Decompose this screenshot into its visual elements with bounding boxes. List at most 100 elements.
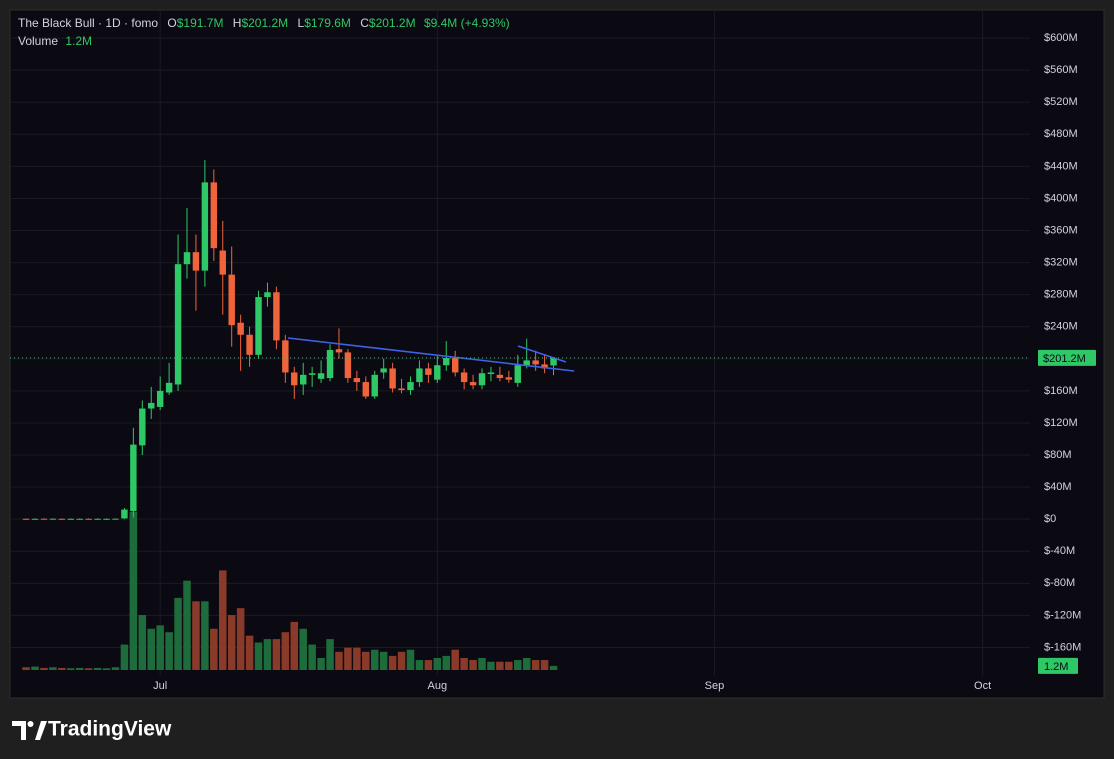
candle-body bbox=[139, 408, 146, 446]
legend-value: $191.7M bbox=[177, 16, 224, 30]
candle-body bbox=[156, 390, 164, 407]
volume-bar bbox=[335, 651, 343, 670]
brand: TradingView bbox=[48, 718, 172, 741]
y-tick-label: $520M bbox=[1044, 96, 1078, 108]
volume-bar bbox=[531, 660, 540, 670]
candle-body bbox=[85, 518, 92, 520]
candle-body bbox=[389, 368, 396, 389]
candle-body bbox=[451, 358, 459, 373]
y-tick-label: $120M bbox=[1044, 417, 1078, 429]
volume-bar bbox=[245, 635, 254, 670]
legend-value: $201.2M bbox=[369, 16, 416, 30]
volume-bar bbox=[487, 661, 495, 670]
candle-body bbox=[550, 357, 557, 366]
volume-bar bbox=[201, 601, 209, 670]
volume-legend: Volume 1.2M bbox=[18, 34, 92, 48]
volume-bar bbox=[469, 660, 477, 670]
volume-bar bbox=[236, 608, 245, 670]
volume-bar bbox=[174, 597, 182, 670]
candle-body bbox=[308, 373, 316, 375]
volume-bar bbox=[460, 657, 468, 670]
y-tick-label: $40M bbox=[1044, 481, 1072, 493]
candle-body bbox=[219, 250, 226, 275]
legend-key: C bbox=[360, 16, 369, 30]
volume-bar bbox=[415, 660, 424, 670]
volume-value: 1.2M bbox=[65, 34, 92, 48]
candle-body bbox=[478, 373, 486, 386]
candle-body bbox=[353, 378, 361, 383]
candle-body bbox=[469, 382, 477, 386]
y-tick-label: $480M bbox=[1044, 128, 1078, 140]
volume-bar bbox=[272, 639, 281, 670]
candle-body bbox=[246, 334, 253, 355]
logo: TradingView bbox=[12, 718, 172, 741]
volume-pane bbox=[22, 512, 558, 670]
volume-bar bbox=[540, 660, 549, 670]
y-tick-label: $560M bbox=[1044, 64, 1078, 76]
candle-body bbox=[532, 360, 539, 365]
candle-body bbox=[228, 274, 235, 326]
volume-bar bbox=[433, 657, 442, 670]
candle-body bbox=[264, 292, 271, 298]
candle-body bbox=[165, 382, 173, 393]
volume-bar bbox=[227, 615, 236, 670]
volume-bar bbox=[308, 644, 316, 670]
candle-body bbox=[291, 372, 298, 386]
candle-body bbox=[148, 402, 155, 409]
volume-bar bbox=[496, 661, 504, 670]
legend-key: O bbox=[167, 16, 176, 30]
y-tick-label: $240M bbox=[1044, 321, 1078, 333]
candle-body bbox=[443, 358, 450, 366]
volume-bar bbox=[120, 644, 129, 670]
candle-body bbox=[416, 368, 423, 383]
candle-body bbox=[40, 518, 48, 520]
volume-bar bbox=[397, 651, 406, 670]
volume-bar bbox=[138, 615, 147, 670]
volume-bar bbox=[299, 628, 307, 670]
y-tick-label: $600M bbox=[1044, 32, 1078, 44]
last-price-label: $201.2M bbox=[1043, 353, 1086, 365]
trend-line bbox=[517, 345, 567, 363]
candle-body bbox=[237, 322, 244, 335]
candle-body bbox=[121, 509, 128, 519]
candle-body bbox=[326, 349, 334, 379]
legend: The Black Bull · 1D · fomo O$191.7M H$20… bbox=[18, 16, 510, 30]
y-tick-label: $-160M bbox=[1044, 641, 1081, 653]
candle-body bbox=[362, 382, 370, 397]
candle-body bbox=[112, 518, 119, 520]
candle-body bbox=[282, 340, 289, 373]
volume-bar bbox=[156, 625, 164, 670]
volume-badge bbox=[1038, 657, 1078, 674]
volume-bar bbox=[406, 649, 415, 670]
volume-bar bbox=[210, 628, 218, 670]
candle-body bbox=[273, 292, 280, 341]
candle-body bbox=[58, 518, 66, 520]
volume-bar bbox=[165, 632, 173, 670]
legend-value: $179.6M bbox=[304, 16, 351, 30]
volume-bar bbox=[183, 580, 191, 670]
x-tick-label: Jul bbox=[153, 680, 167, 692]
volume-bar bbox=[353, 647, 361, 670]
x-tick-label: Oct bbox=[974, 680, 991, 692]
candle-body bbox=[425, 368, 432, 375]
candle-body bbox=[67, 518, 75, 520]
candle-body bbox=[344, 352, 352, 379]
volume-bar bbox=[290, 621, 299, 670]
volume-bar bbox=[67, 668, 75, 670]
volume-bar bbox=[22, 667, 30, 670]
volume-bar bbox=[263, 639, 272, 670]
volume-bar bbox=[549, 665, 558, 670]
y-tick-label: $360M bbox=[1044, 224, 1078, 236]
candle-body bbox=[514, 365, 521, 383]
chart-panel bbox=[9, 9, 1105, 699]
volume-bar bbox=[388, 655, 397, 670]
candle-body bbox=[31, 518, 39, 520]
volume-bar bbox=[451, 649, 459, 670]
volume-bar bbox=[514, 660, 522, 670]
candle-body bbox=[541, 364, 548, 369]
volume-bar bbox=[424, 660, 433, 670]
volume-bar bbox=[442, 655, 451, 670]
volume-bar bbox=[147, 628, 155, 670]
volume-bar bbox=[522, 657, 531, 670]
candle-body bbox=[299, 374, 307, 385]
